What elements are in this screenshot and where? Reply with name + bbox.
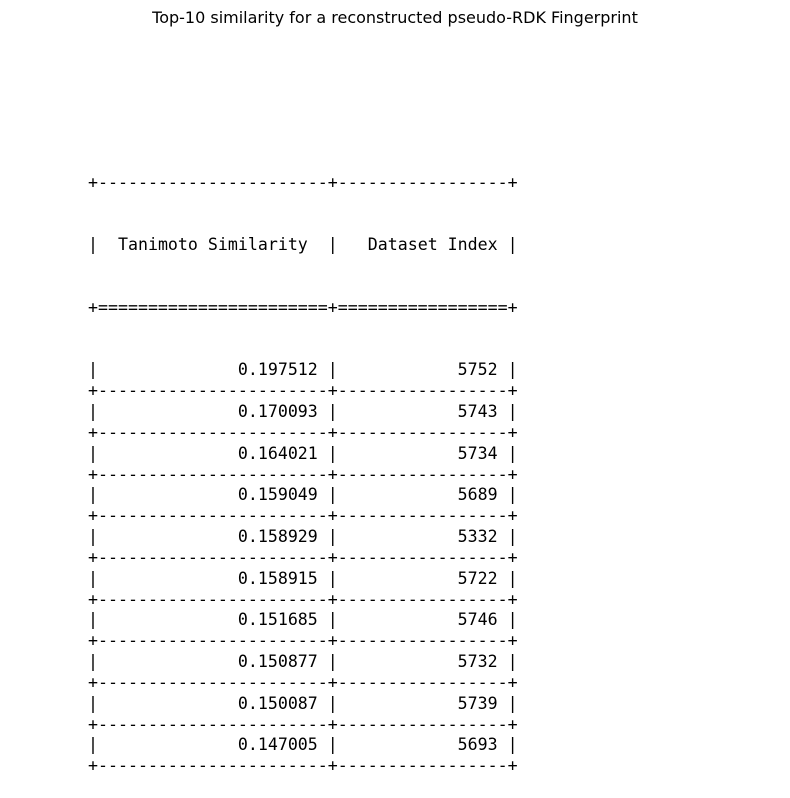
cell-tanimoto-similarity: 0.158915 [98,568,328,588]
table-border-top: +-----------------------+---------------… [88,172,518,192]
cell-dataset-index: 5693 [337,735,508,755]
cell-dataset-index: 5689 [337,485,508,505]
cell-dataset-index: 5734 [337,443,508,463]
table-body: | 0.197512 | 5752 | +--------------------… [88,360,518,777]
table-row-border: +-----------------------+---------------… [88,672,518,692]
cell-dataset-index: 5743 [337,401,508,421]
cell-tanimoto-similarity: 0.159049 [98,485,328,505]
table-row: | 0.147005 | 5693 | [88,735,518,755]
table-row-border: +-----------------------+---------------… [88,547,518,567]
cell-tanimoto-similarity: 0.164021 [98,443,328,463]
table-header-separator: +=======================+===============… [88,297,518,317]
table-row-border: +-----------------------+---------------… [88,506,518,526]
table-row-border: +-----------------------+---------------… [88,631,518,651]
table-row: | 0.170093 | 5743 | [88,401,518,421]
table-row-border: +-----------------------+---------------… [88,589,518,609]
table-row-border: +-----------------------+---------------… [88,714,518,734]
table-row-border: +-----------------------+---------------… [88,756,518,776]
header-tanimoto-similarity: Tanimoto Similarity [98,235,328,255]
table-row-border: +-----------------------+---------------… [88,464,518,484]
cell-tanimoto-similarity: 0.158929 [98,527,328,547]
chart-title: Top-10 similarity for a reconstructed ps… [152,8,638,27]
table-row: | 0.150877 | 5732 | [88,652,518,672]
table-row: | 0.159049 | 5689 | [88,485,518,505]
table-row-border: +-----------------------+---------------… [88,381,518,401]
cell-dataset-index: 5722 [337,568,508,588]
cell-dataset-index: 5752 [337,360,508,380]
table-row: | 0.151685 | 5746 | [88,610,518,630]
cell-tanimoto-similarity: 0.197512 [98,360,328,380]
table-row: | 0.197512 | 5752 | [88,360,518,380]
cell-dataset-index: 5332 [337,527,508,547]
similarity-table: +-----------------------+---------------… [88,131,518,798]
table-row: | 0.158929 | 5332 | [88,527,518,547]
table-row-border: +-----------------------+---------------… [88,422,518,442]
cell-tanimoto-similarity: 0.150877 [98,652,328,672]
table-row: | 0.164021 | 5734 | [88,443,518,463]
cell-dataset-index: 5732 [337,652,508,672]
table-row: | 0.150087 | 5739 | [88,693,518,713]
cell-dataset-index: 5739 [337,693,508,713]
table-row: | 0.158915 | 5722 | [88,568,518,588]
table-header-row: | Tanimoto Similarity | Dataset Index | [88,235,518,255]
cell-tanimoto-similarity: 0.147005 [98,735,328,755]
cell-tanimoto-similarity: 0.150087 [98,693,328,713]
header-dataset-index: Dataset Index [337,235,508,255]
cell-tanimoto-similarity: 0.170093 [98,401,328,421]
